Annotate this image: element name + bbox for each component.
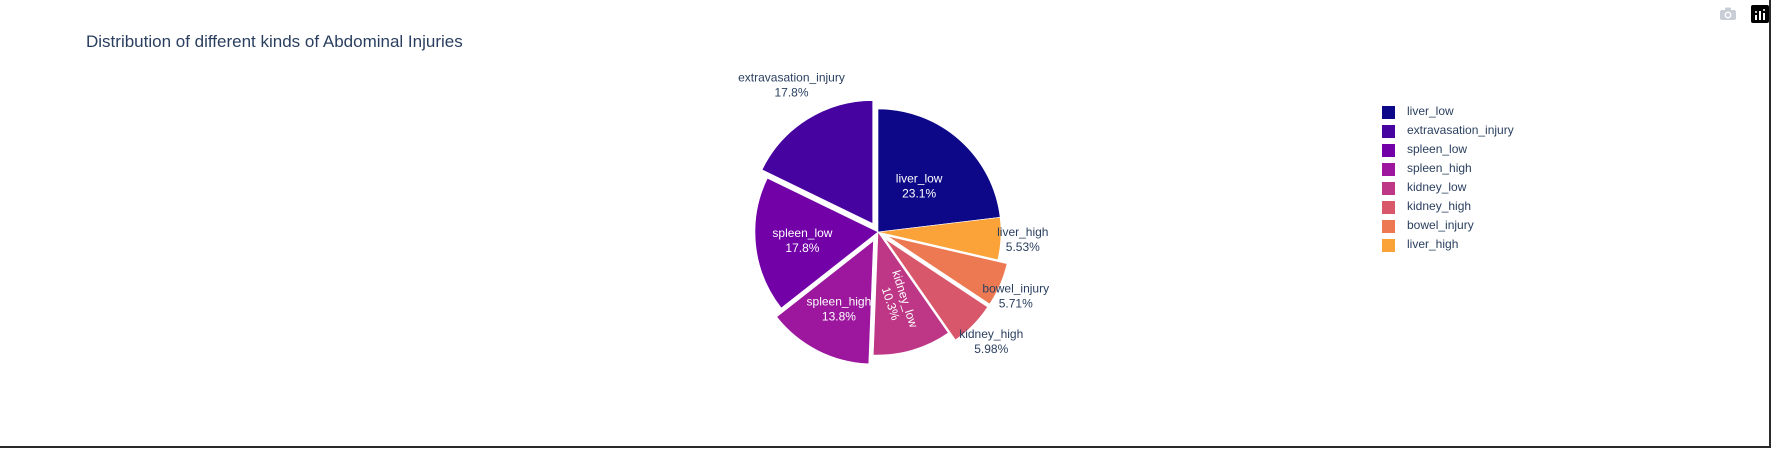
legend-item-extravasation-injury[interactable]: extravasation_injury — [1376, 122, 1536, 141]
slice-label-name: bowel_injury — [982, 281, 1049, 295]
legend-swatch — [1382, 163, 1395, 176]
pie-slice-kidney-low[interactable] — [872, 231, 949, 356]
slice-label-percent: 17.8% — [774, 86, 808, 100]
slice-label-name: liver_high — [997, 225, 1048, 239]
legend-swatch — [1382, 125, 1395, 138]
legend-swatch — [1382, 144, 1395, 157]
legend-item-bowel-injury[interactable]: bowel_injury — [1376, 217, 1536, 236]
legend-item-liver-low[interactable]: liver_low — [1376, 103, 1536, 122]
legend-item-liver-high[interactable]: liver_high — [1376, 236, 1536, 255]
slice-label-percent: 5.71% — [999, 296, 1033, 310]
legend-swatch — [1382, 220, 1395, 233]
slice-label-percent: 13.8% — [822, 310, 856, 324]
slice-label-name: spleen_low — [772, 226, 832, 240]
legend-label: kidney_high — [1407, 199, 1472, 213]
legend-item-spleen-low[interactable]: spleen_low — [1376, 141, 1536, 160]
plotly-logo-icon[interactable] — [1749, 3, 1771, 25]
pie-slice-extravasation-injury[interactable] — [761, 100, 873, 225]
legend-swatch — [1382, 239, 1395, 252]
legend-item-kidney-low[interactable]: kidney_low — [1376, 179, 1536, 198]
pie-slice-spleen-high[interactable] — [776, 240, 874, 365]
slice-label-name: liver_low — [896, 172, 943, 186]
slice-label-name: extravasation_injury — [738, 71, 845, 85]
frame-right-edge — [1769, 0, 1771, 448]
slice-label-percent: 17.8% — [785, 241, 819, 255]
slice-label-name: kidney_high — [959, 327, 1023, 341]
pie-slice-kidney-high[interactable] — [884, 238, 989, 341]
pie-slice-liver-high[interactable] — [877, 216, 1002, 261]
legend-label: extravasation_injury — [1407, 123, 1514, 137]
chart-title: Distribution of different kinds of Abdom… — [86, 32, 463, 51]
legend-item-kidney-high[interactable]: kidney_high — [1376, 198, 1536, 217]
legend-swatch — [1382, 182, 1395, 195]
slice-label-percent: 23.1% — [902, 187, 936, 201]
slice-label-percent: 5.53% — [1006, 240, 1040, 254]
legend-label: liver_high — [1407, 237, 1459, 251]
camera-icon[interactable] — [1717, 3, 1739, 25]
legend-label: liver_low — [1407, 104, 1454, 118]
modebar — [1717, 3, 1777, 27]
legend-label: spleen_low — [1407, 142, 1468, 156]
legend-label: kidney_low — [1407, 180, 1467, 194]
legend-label: spleen_high — [1407, 161, 1472, 175]
pie-slice-bowel-injury[interactable] — [887, 235, 1008, 305]
legend-item-spleen-high[interactable]: spleen_high — [1376, 160, 1536, 179]
pie-slice-spleen-low[interactable] — [754, 177, 879, 309]
legend-label: bowel_injury — [1407, 218, 1474, 232]
legend-swatch — [1382, 106, 1395, 119]
slice-label-name: spleen_high — [807, 295, 872, 309]
slice-label-percent: 5.98% — [974, 342, 1008, 356]
legend: liver_low extravasation_injury spleen_lo… — [1376, 103, 1536, 255]
pie-slice-liver-low[interactable] — [877, 108, 1001, 233]
legend-swatch — [1382, 201, 1395, 214]
frame-bottom-edge — [0, 446, 1771, 448]
